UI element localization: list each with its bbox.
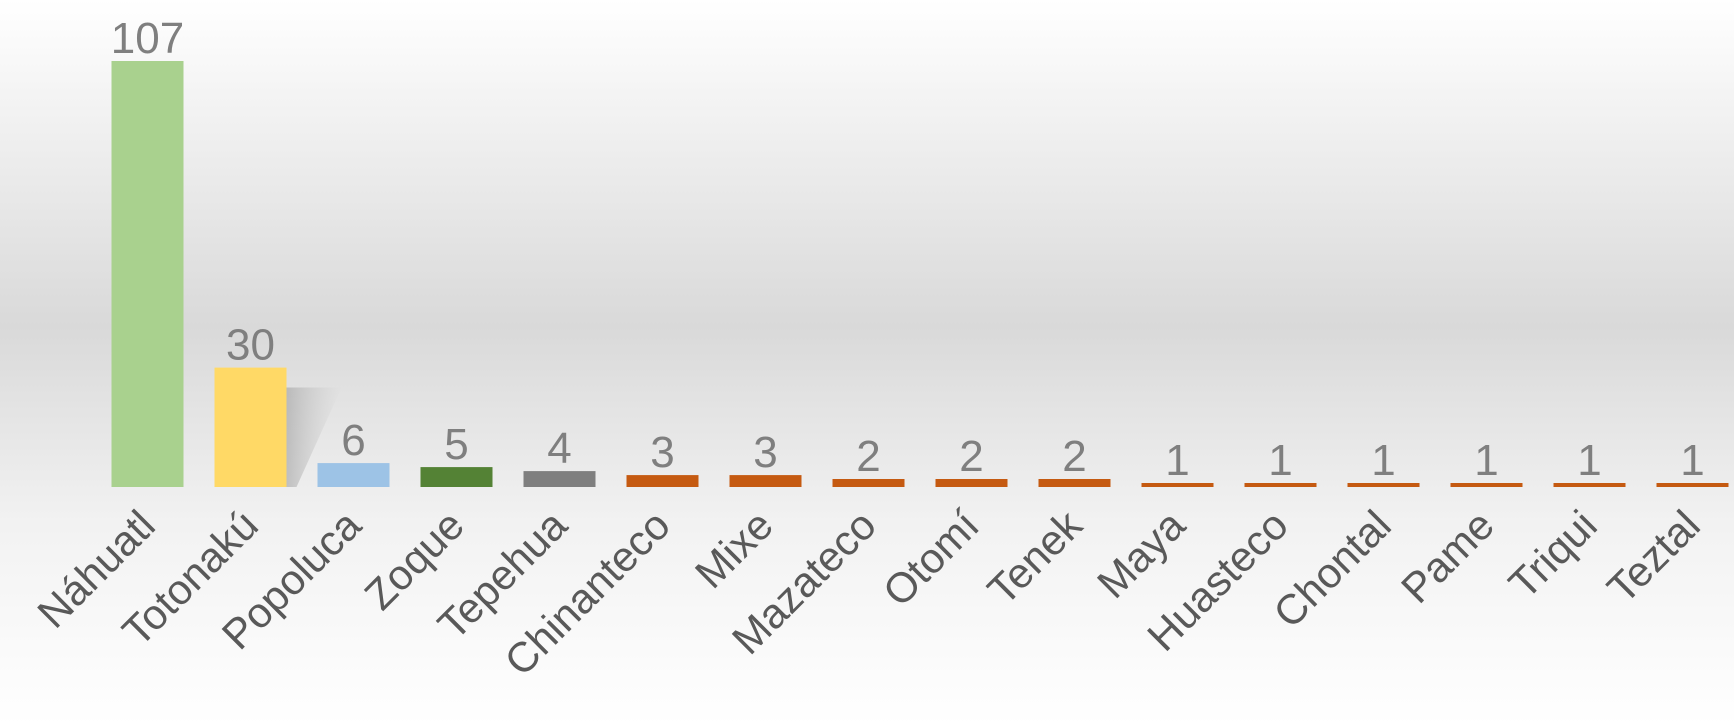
value-label-zoque: 5 [444,420,468,469]
bar-mazateco [832,479,905,487]
bar-pame [1450,483,1523,487]
value-label-chontal: 1 [1371,436,1395,485]
value-label-tepehua: 4 [547,424,571,473]
bar-teztal [1656,483,1729,487]
bar-tenek [1038,479,1111,487]
value-labels-group: 107 30 6 5 4 3 3 2 2 2 1 1 1 1 1 1 [111,14,1705,485]
value-label-triqui: 1 [1577,436,1601,485]
bar-tepehua [523,471,596,487]
value-label-chinanteco: 3 [650,428,674,477]
value-label-popoluca: 6 [341,416,365,465]
bar-mixe [729,475,802,487]
value-label-maya: 1 [1165,436,1189,485]
bar-chontal [1347,483,1420,487]
bar-huasteco [1244,483,1317,487]
value-label-mixe: 3 [753,428,777,477]
value-label-teztal: 1 [1680,436,1704,485]
value-label-totonaku: 30 [226,321,275,370]
bar-triqui [1553,483,1626,487]
value-label-mazateco: 2 [856,432,880,481]
value-label-tenek: 2 [1062,432,1086,481]
value-label-nahuatl: 107 [111,14,184,63]
bar-shadow [286,387,342,487]
bar-nahuatl [111,61,184,487]
bar-popoluca [317,463,390,487]
bar-shadows [286,387,342,487]
value-label-otomi: 2 [959,432,983,481]
value-label-huasteco: 1 [1268,436,1292,485]
bar-maya [1141,483,1214,487]
value-label-pame: 1 [1474,436,1498,485]
bar-chinanteco [626,475,699,487]
bars-group [111,61,1729,487]
bar-zoque [420,467,493,487]
bar-otomi [935,479,1008,487]
bar-totonaku [214,367,287,487]
